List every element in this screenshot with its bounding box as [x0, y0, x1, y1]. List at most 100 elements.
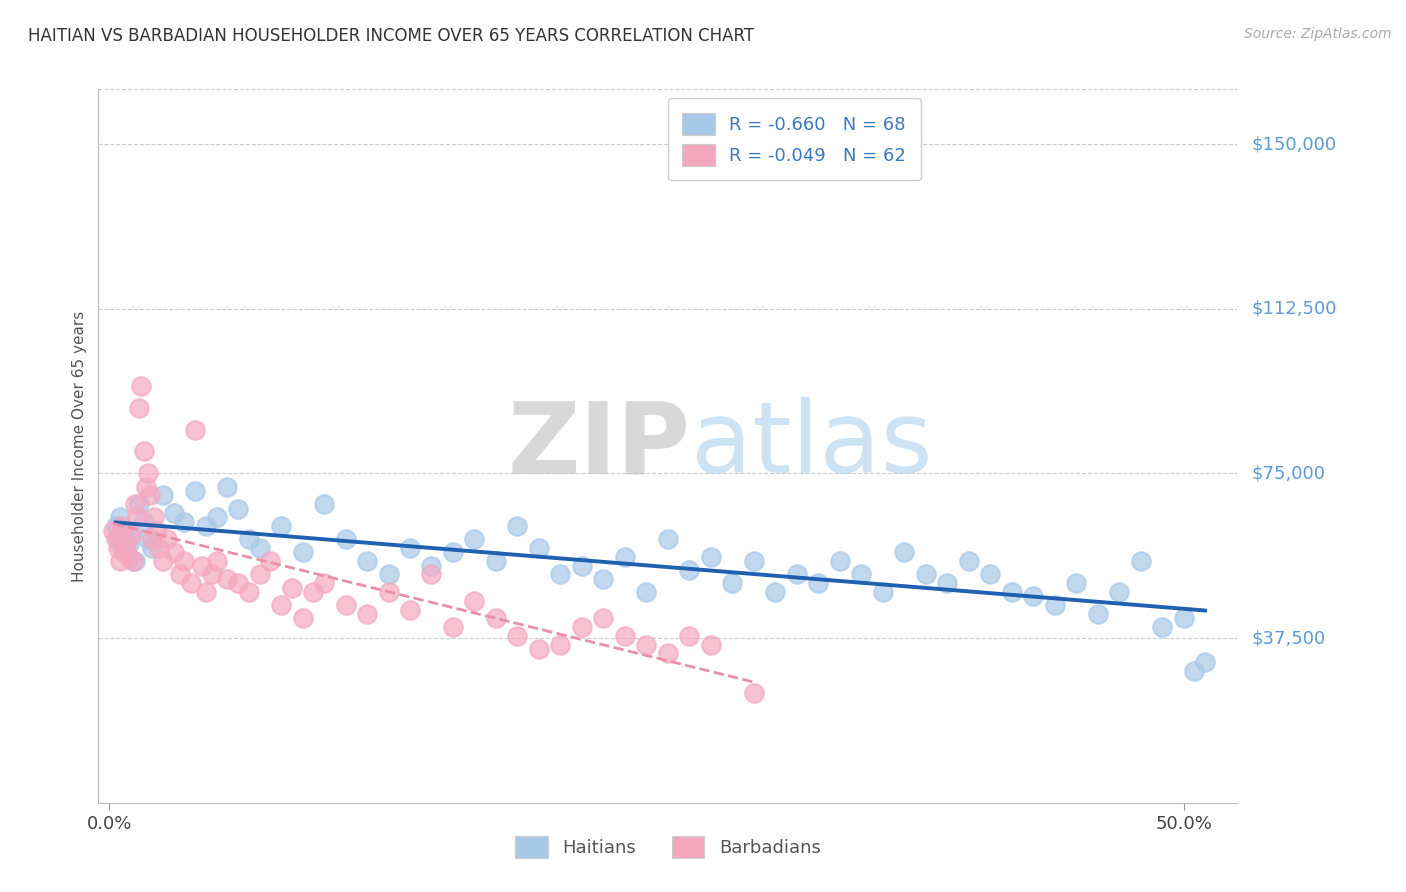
Point [104, 533, 127, 547]
Point [742, 554, 765, 568]
Point [112, 545, 135, 559]
Point [148, 541, 170, 555]
Point [128, 497, 150, 511]
Point [399, 602, 422, 616]
Text: atlas: atlas [690, 398, 932, 494]
Point [356, 554, 378, 568]
Point [156, 533, 179, 547]
Point [312, 497, 335, 511]
Point [103, 524, 125, 538]
Point [571, 558, 593, 573]
Point [1001, 585, 1024, 599]
Point [205, 554, 228, 568]
Point [678, 629, 700, 643]
Point [763, 585, 786, 599]
Point [145, 524, 167, 538]
Point [141, 533, 163, 547]
Point [399, 541, 422, 555]
Y-axis label: Householder Income Over 65 years: Householder Income Over 65 years [72, 310, 87, 582]
Point [957, 554, 980, 568]
Point [807, 576, 830, 591]
Point [152, 554, 174, 568]
Point [121, 554, 143, 568]
Point [143, 510, 166, 524]
Point [194, 585, 217, 599]
Point [657, 647, 679, 661]
Point [485, 554, 508, 568]
Point [550, 567, 572, 582]
Point [700, 549, 723, 564]
Point [592, 611, 614, 625]
Point [936, 576, 959, 591]
Point [111, 519, 134, 533]
Point [108, 554, 131, 568]
Point [226, 576, 249, 591]
Text: Source: ZipAtlas.com: Source: ZipAtlas.com [1244, 27, 1392, 41]
Point [1108, 585, 1130, 599]
Point [136, 467, 159, 481]
Point [485, 611, 508, 625]
Point [111, 541, 134, 555]
Point [786, 567, 808, 582]
Point [506, 519, 529, 533]
Point [132, 444, 155, 458]
Point [173, 515, 195, 529]
Point [914, 567, 936, 582]
Point [124, 554, 146, 568]
Point [613, 629, 636, 643]
Point [173, 554, 195, 568]
Point [169, 567, 191, 582]
Point [571, 620, 593, 634]
Point [120, 528, 142, 542]
Point [506, 629, 529, 643]
Point [721, 576, 744, 591]
Text: $112,500: $112,500 [1251, 300, 1337, 318]
Point [162, 506, 184, 520]
Point [131, 378, 153, 392]
Point [190, 558, 212, 573]
Point [592, 572, 614, 586]
Point [636, 585, 658, 599]
Point [184, 483, 207, 498]
Point [377, 585, 399, 599]
Point [108, 510, 131, 524]
Point [613, 549, 636, 564]
Point [550, 638, 572, 652]
Point [226, 501, 249, 516]
Point [302, 585, 325, 599]
Point [312, 576, 335, 591]
Point [356, 607, 378, 621]
Point [678, 563, 700, 577]
Point [851, 567, 873, 582]
Text: $75,000: $75,000 [1251, 465, 1326, 483]
Point [872, 585, 894, 599]
Point [107, 541, 129, 555]
Point [117, 549, 139, 564]
Point [828, 554, 851, 568]
Point [139, 488, 162, 502]
Point [463, 533, 485, 547]
Point [124, 497, 146, 511]
Point [115, 545, 138, 559]
Point [1087, 607, 1109, 621]
Point [107, 533, 129, 547]
Text: HAITIAN VS BARBADIAN HOUSEHOLDER INCOME OVER 65 YEARS CORRELATION CHART: HAITIAN VS BARBADIAN HOUSEHOLDER INCOME … [28, 27, 754, 45]
Point [979, 567, 1001, 582]
Point [249, 567, 271, 582]
Point [128, 401, 150, 415]
Point [1194, 655, 1216, 669]
Point [1064, 576, 1087, 591]
Point [1022, 590, 1045, 604]
Point [281, 581, 304, 595]
Point [112, 524, 135, 538]
Point [136, 533, 159, 547]
Point [291, 545, 314, 559]
Point [420, 567, 443, 582]
Point [115, 537, 138, 551]
Point [180, 576, 202, 591]
Legend: Haitians, Barbadians: Haitians, Barbadians [508, 829, 828, 865]
Point [259, 554, 281, 568]
Point [700, 638, 723, 652]
Point [335, 598, 357, 612]
Point [742, 686, 765, 700]
